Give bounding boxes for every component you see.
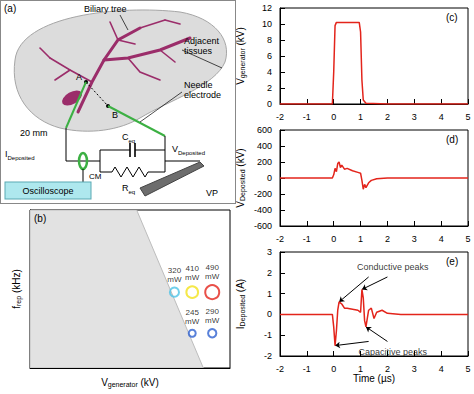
- svg-text:Ceq: Ceq: [122, 132, 135, 144]
- svg-text:(A): (A): [235, 279, 246, 295]
- svg-text:600: 600: [257, 125, 272, 135]
- svg-text:8: 8: [267, 35, 272, 45]
- svg-text:generator: generator: [108, 381, 139, 389]
- svg-text:3: 3: [412, 234, 417, 244]
- svg-text:mW: mW: [205, 272, 220, 281]
- svg-text:mW: mW: [167, 275, 182, 284]
- svg-text:1: 1: [358, 112, 363, 122]
- svg-text:2: 2: [385, 234, 390, 244]
- svg-text:electrode: electrode: [184, 90, 221, 100]
- svg-text:I: I: [234, 326, 246, 330]
- svg-text:0: 0: [331, 234, 336, 244]
- svg-text:V: V: [234, 201, 246, 208]
- svg-text:4: 4: [439, 364, 444, 374]
- svg-text:Needle: Needle: [184, 80, 213, 90]
- svg-text:rep: rep: [15, 296, 23, 306]
- svg-text:5: 5: [465, 364, 470, 374]
- svg-text:6: 6: [267, 51, 272, 61]
- svg-text:-2: -2: [276, 112, 284, 122]
- svg-text:tissues: tissues: [184, 46, 213, 56]
- svg-text:Req: Req: [122, 183, 135, 195]
- svg-text:(e): (e): [446, 256, 458, 267]
- svg-text:20 mm: 20 mm: [20, 128, 48, 138]
- svg-text:mW: mW: [185, 317, 200, 326]
- svg-text:(kV): (kV): [235, 148, 246, 169]
- svg-text:(kV): (kV): [138, 377, 159, 388]
- svg-text:(kV): (kV): [235, 27, 246, 48]
- svg-text:Adjacent: Adjacent: [184, 36, 220, 46]
- svg-text:-2: -2: [276, 234, 284, 244]
- svg-text:400: 400: [257, 141, 272, 151]
- svg-text:-1: -1: [303, 364, 311, 374]
- svg-text:generator: generator: [239, 48, 247, 79]
- svg-text:mW: mW: [205, 316, 220, 325]
- svg-text:320: 320: [168, 266, 182, 275]
- svg-text:4: 4: [439, 234, 444, 244]
- svg-text:IDeposited: IDeposited: [5, 149, 35, 161]
- svg-text:200: 200: [257, 157, 272, 167]
- svg-text:(d): (d): [446, 134, 458, 145]
- svg-text:2: 2: [267, 268, 272, 278]
- svg-text:0: 0: [267, 309, 272, 319]
- svg-text:Deposited: Deposited: [239, 169, 247, 201]
- svg-text:1: 1: [358, 234, 363, 244]
- svg-text:(kHz): (kHz): [11, 269, 22, 296]
- svg-text:-1: -1: [303, 112, 311, 122]
- svg-text:-200: -200: [254, 189, 272, 199]
- svg-text:Capacitive peaks: Capacitive peaks: [359, 347, 428, 357]
- svg-text:0: 0: [331, 364, 336, 374]
- svg-text:0: 0: [267, 99, 272, 109]
- svg-text:290: 290: [206, 307, 220, 316]
- svg-text:3: 3: [412, 112, 417, 122]
- svg-text:4: 4: [267, 67, 272, 77]
- svg-text:2: 2: [385, 112, 390, 122]
- svg-text:3: 3: [412, 364, 417, 374]
- svg-text:-1: -1: [264, 330, 272, 340]
- svg-text:CM: CM: [89, 172, 102, 181]
- svg-text:490: 490: [206, 263, 220, 272]
- svg-text:4: 4: [439, 112, 444, 122]
- svg-text:Biliary tree: Biliary tree: [84, 4, 127, 14]
- svg-text:V: V: [101, 376, 108, 388]
- svg-text:VP: VP: [206, 188, 218, 198]
- svg-text:V: V: [234, 78, 246, 85]
- svg-text:-1: -1: [303, 234, 311, 244]
- svg-text:-600: -600: [254, 221, 272, 231]
- svg-text:-2: -2: [264, 351, 272, 361]
- svg-text:A: A: [76, 72, 82, 82]
- svg-text:12: 12: [262, 3, 272, 13]
- svg-text:10: 10: [262, 19, 272, 29]
- svg-text:Time (µs): Time (µs): [353, 373, 395, 384]
- svg-text:f: f: [10, 306, 22, 309]
- svg-text:3: 3: [267, 247, 272, 257]
- svg-text:1: 1: [358, 364, 363, 374]
- svg-text:mW: mW: [185, 273, 200, 282]
- svg-text:410: 410: [186, 264, 200, 273]
- svg-text:(a): (a): [4, 3, 16, 14]
- svg-text:2: 2: [267, 83, 272, 93]
- svg-text:VDeposited: VDeposited: [172, 144, 205, 156]
- svg-text:2: 2: [385, 364, 390, 374]
- svg-text:Deposited: Deposited: [239, 295, 247, 327]
- svg-text:5: 5: [465, 112, 470, 122]
- svg-text:5: 5: [465, 234, 470, 244]
- svg-text:-400: -400: [254, 205, 272, 215]
- svg-text:1: 1: [267, 289, 272, 299]
- svg-text:0: 0: [331, 112, 336, 122]
- svg-text:-2: -2: [276, 364, 284, 374]
- svg-text:Conductive peaks: Conductive peaks: [357, 262, 429, 272]
- svg-text:0: 0: [267, 173, 272, 183]
- svg-text:245: 245: [186, 308, 200, 317]
- svg-text:(b): (b): [34, 213, 46, 224]
- svg-text:(c): (c): [446, 12, 458, 23]
- svg-text:B: B: [112, 110, 118, 120]
- svg-text:Oscilloscope: Oscilloscope: [22, 186, 73, 196]
